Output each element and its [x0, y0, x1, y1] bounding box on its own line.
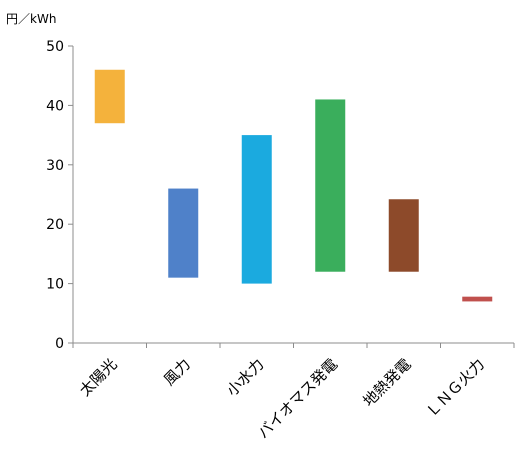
y-tick-label: 30 — [46, 158, 64, 174]
range-bar — [168, 188, 199, 278]
y-tick-label: 20 — [46, 217, 64, 233]
x-category-label: 風力 — [160, 355, 194, 389]
y-tick-label: 40 — [46, 98, 64, 114]
x-category-label: 太陽光 — [76, 355, 121, 400]
x-category-label: 地熱発電 — [359, 355, 414, 410]
x-category-label: 小水力 — [223, 355, 268, 400]
axes — [68, 45, 515, 348]
x-category-label: ＬＮＧ火力 — [422, 355, 488, 421]
range-bar — [241, 135, 272, 284]
range-bar — [315, 99, 346, 272]
range-bar — [462, 296, 493, 302]
y-tick-label: 50 — [46, 39, 64, 55]
y-tick-labels: 0 10 20 30 40 50 — [46, 39, 64, 352]
bars — [94, 69, 493, 302]
y-tick-label: 0 — [55, 336, 64, 352]
y-tick-label: 10 — [46, 277, 64, 293]
y-axis-unit-label: 円／kWh — [6, 12, 57, 26]
range-bar — [94, 69, 125, 124]
range-bar — [388, 199, 419, 272]
